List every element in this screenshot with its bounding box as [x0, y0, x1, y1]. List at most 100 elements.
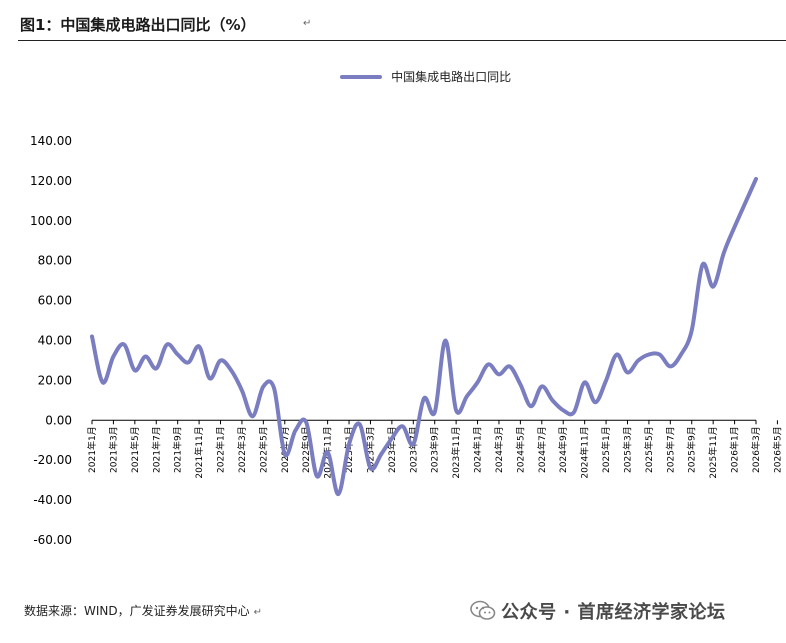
chart-legend: 中国集成电路出口同比 — [340, 66, 511, 84]
x-tick-label: 2025年7月 — [664, 426, 676, 473]
data-point — [422, 396, 426, 400]
x-tick-label: 2023年5月 — [386, 426, 398, 473]
data-point — [261, 384, 265, 388]
y-tick-label: -20.00 — [33, 453, 72, 467]
x-tick-label: 2024年7月 — [536, 426, 548, 473]
data-point — [208, 376, 212, 380]
data-point — [304, 420, 308, 424]
watermark-text: 公众号 · 首席经济学家论坛 — [501, 602, 726, 623]
data-point — [615, 353, 619, 357]
data-point — [647, 353, 651, 357]
data-point — [754, 177, 758, 181]
data-point — [518, 382, 522, 386]
x-tick-label: 2025年9月 — [686, 426, 698, 473]
data-point — [251, 414, 255, 418]
data-point — [101, 380, 105, 384]
x-tick-label: 2026年3月 — [750, 426, 762, 473]
data-point — [411, 442, 415, 446]
data-point — [315, 474, 319, 478]
data-point — [165, 343, 169, 347]
figure-header: 图1：中国集成电路出口同比（%） ↵ — [18, 10, 786, 40]
data-point — [604, 378, 608, 382]
x-tick-label: 2022年3月 — [236, 426, 248, 473]
figure-title: 图1：中国集成电路出口同比（%） — [20, 16, 256, 34]
y-tick-label: 40.00 — [38, 334, 72, 348]
data-point — [197, 345, 201, 349]
data-point — [272, 386, 276, 390]
data-point — [433, 410, 437, 414]
data-point — [454, 408, 458, 412]
data-point — [658, 353, 662, 357]
x-tick-label: 2023年9月 — [429, 426, 441, 473]
series-line — [90, 176, 758, 497]
y-tick-label: 20.00 — [38, 373, 72, 387]
data-point — [347, 442, 351, 446]
data-point — [722, 251, 726, 255]
data-point — [133, 368, 137, 372]
x-tick-label: 2021年7月 — [150, 426, 162, 473]
y-tick-label: 140.00 — [30, 134, 72, 148]
x-tick-label: 2025年11月 — [707, 426, 719, 478]
data-point — [701, 263, 705, 267]
data-point — [111, 355, 115, 359]
x-tick-label: 2024年9月 — [557, 426, 569, 473]
x-tick-label: 2024年5月 — [514, 426, 526, 473]
data-point — [583, 380, 587, 384]
data-point — [154, 366, 158, 370]
data-point — [379, 452, 383, 456]
data-point — [369, 466, 373, 470]
x-tick-label: 2025年5月 — [643, 426, 655, 473]
data-point — [540, 384, 544, 388]
data-point — [219, 359, 223, 363]
data-point — [186, 360, 190, 364]
x-tick-label: 2021年9月 — [172, 426, 184, 473]
data-point — [401, 424, 405, 428]
y-tick-label: 120.00 — [30, 174, 72, 188]
data-point — [529, 404, 533, 408]
wechat-icon — [470, 600, 496, 622]
data-point — [176, 353, 180, 357]
x-tick-label: 2024年1月 — [472, 426, 484, 473]
x-tick-label: 2025年1月 — [600, 426, 612, 473]
data-point — [497, 372, 501, 376]
paragraph-mark-icon: ↵ — [303, 18, 312, 29]
data-point — [336, 492, 340, 496]
data-point — [144, 355, 148, 359]
x-tick-label: 2021年11月 — [193, 426, 205, 478]
line-chart: 140.00 120.00 100.00 80.00 60.00 40.00 20.00 0.… — [30, 134, 783, 547]
x-tick-label: 2022年1月 — [215, 426, 227, 473]
x-tick-label: 2022年5月 — [257, 426, 269, 473]
watermark: 公众号 · 首席经济学家论坛 — [470, 598, 725, 624]
data-point — [572, 410, 576, 414]
y-tick-label: -60.00 — [33, 533, 72, 547]
title-divider — [18, 40, 786, 41]
data-point — [294, 428, 298, 432]
data-point — [283, 452, 287, 456]
paragraph-mark-icon: ↵ — [253, 607, 263, 618]
data-point — [668, 364, 672, 368]
data-point — [90, 335, 94, 339]
data-point — [561, 408, 565, 412]
data-point — [358, 422, 362, 426]
data-point — [551, 398, 555, 402]
x-tick-label: 2021年1月 — [86, 426, 98, 473]
data-point — [626, 370, 630, 374]
data-point — [679, 353, 683, 357]
legend-swatch — [340, 74, 382, 79]
source-note: 数据来源：WIND，广发证券发展研究中心 ↵ — [24, 602, 262, 619]
data-point — [240, 388, 244, 392]
legend-label: 中国集成电路出口同比 — [391, 70, 512, 84]
data-point — [476, 380, 480, 384]
data-point — [733, 225, 737, 229]
data-point — [711, 285, 715, 289]
data-point — [593, 400, 597, 404]
source-text: 数据来源：WIND，广发证券发展研究中心 — [24, 604, 250, 618]
y-tick-label: 80.00 — [38, 254, 72, 268]
x-tick-label: 2024年11月 — [579, 426, 591, 478]
x-tick-label: 2021年5月 — [129, 426, 141, 473]
x-tick-label: 2023年11月 — [450, 426, 462, 478]
data-point — [390, 436, 394, 440]
x-tick-label: 2026年1月 — [729, 426, 741, 473]
y-tick-label: 100.00 — [30, 214, 72, 228]
data-point — [122, 343, 126, 347]
